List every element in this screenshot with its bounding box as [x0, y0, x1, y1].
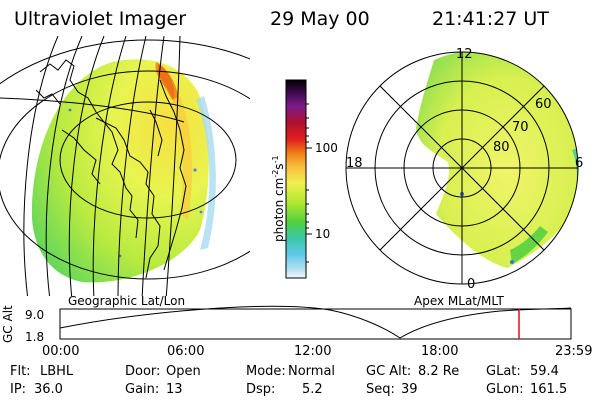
mlat-label-60: 60: [535, 97, 552, 112]
time-tick-0000: 00:00: [42, 344, 80, 359]
filter-label: Flt:: [10, 364, 31, 379]
altitude-plot-frame: [59, 308, 572, 340]
glon-value: 161.5: [530, 382, 568, 397]
gain-value: 13: [166, 382, 183, 397]
dsp-label: Dsp:: [246, 382, 276, 397]
mlat-label-80: 80: [493, 140, 510, 155]
altitude-axis-label: GC Alt: [1, 305, 15, 343]
seq-value: 39: [401, 382, 418, 397]
mlt-label-6: 6: [575, 156, 584, 171]
mlt-label-12: 12: [456, 47, 473, 62]
colorbar: [285, 79, 312, 279]
instrument-title: Ultraviolet Imager: [14, 8, 187, 30]
mlat-label-70: 70: [512, 120, 529, 135]
date-label: 29 May 00: [270, 8, 370, 30]
time-tick-2359: 23:59: [555, 344, 593, 359]
gcalt-label: GC Alt:: [366, 364, 412, 379]
seq-label: Seq:: [366, 382, 395, 397]
colorbar-unit-label: photon cm-2s-1: [271, 155, 286, 242]
mode-value: Normal: [288, 364, 336, 379]
colorbar-scale: [285, 79, 307, 279]
altitude-ytick-max: 9.0: [25, 308, 45, 322]
door-value: Open: [166, 364, 201, 379]
apex-panel-label: Apex MLat/MLT: [414, 294, 504, 308]
glon-label: GLon:: [486, 382, 524, 397]
door-label: Door:: [125, 364, 161, 379]
filter-value: LBHL: [40, 364, 74, 379]
glat-label: GLat:: [486, 364, 521, 379]
time-label: 21:41:27 UT: [432, 8, 549, 30]
colorbar-tick-100: 100: [315, 141, 338, 155]
altitude-curve: [59, 305, 572, 339]
geographic-image: [0, 36, 250, 296]
mlt-label-18: 18: [346, 156, 363, 171]
polar-emission-region: [416, 52, 578, 268]
ip-label: IP:: [10, 382, 27, 397]
time-tick-1800: 18:00: [421, 344, 459, 359]
colorbar-tick-10: 10: [315, 227, 331, 241]
gain-label: Gain:: [125, 382, 160, 397]
mlt-label-0: 0: [467, 277, 476, 292]
time-tick-0600: 06:00: [167, 344, 205, 359]
auroral-emission-region: [31, 59, 209, 283]
altitude-ytick-min: 1.8: [25, 330, 45, 344]
time-tick-1200: 12:00: [294, 344, 332, 359]
mode-label: Mode:: [246, 364, 286, 379]
geographic-panel-label: Geographic Lat/Lon: [68, 294, 186, 308]
glat-value: 59.4: [530, 364, 559, 379]
dsp-value: 5.2: [302, 382, 323, 397]
polar-plot: [345, 51, 579, 285]
gcalt-value: 8.2 Re: [418, 364, 460, 379]
altitude-plot: [59, 305, 572, 340]
ip-value: 36.0: [34, 382, 63, 397]
